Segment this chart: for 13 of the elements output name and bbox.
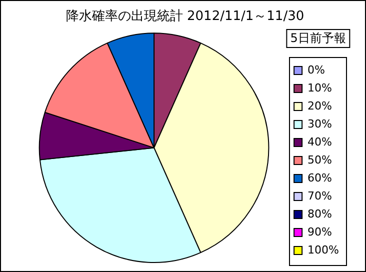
- legend-label: 0%: [308, 63, 326, 76]
- legend-title: 5日前予報: [286, 29, 350, 48]
- legend-label: 10%: [308, 81, 332, 94]
- chart-title: 降水確率の出現統計 2012/11/1～11/30: [66, 8, 304, 24]
- legend-label: 60%: [308, 171, 332, 184]
- legend-label: 40%: [308, 135, 332, 148]
- legend-label: 90%: [308, 225, 332, 238]
- legend-label: 50%: [308, 153, 332, 166]
- legend-label: 100%: [308, 243, 340, 256]
- legend-label: 70%: [308, 189, 332, 202]
- legend-label: 80%: [308, 207, 332, 220]
- legend-label: 30%: [308, 117, 332, 130]
- legend-label: 20%: [308, 99, 332, 112]
